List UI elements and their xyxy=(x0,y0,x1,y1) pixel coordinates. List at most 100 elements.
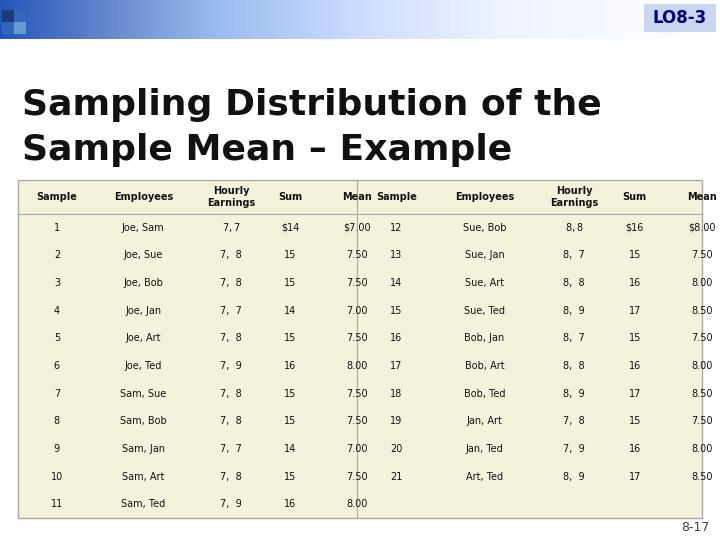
Bar xyxy=(43,0,46,39)
Text: 8.00: 8.00 xyxy=(346,499,367,509)
Bar xyxy=(322,0,325,39)
Bar xyxy=(218,0,221,39)
Text: $8, $8: $8, $8 xyxy=(565,221,583,234)
Bar xyxy=(194,0,197,39)
Bar xyxy=(48,0,51,39)
Bar xyxy=(394,0,397,39)
Text: Sample: Sample xyxy=(37,192,77,202)
Bar xyxy=(662,0,665,39)
Bar xyxy=(67,0,70,39)
Text: 21: 21 xyxy=(390,471,402,482)
Bar xyxy=(122,0,125,39)
Bar xyxy=(189,0,192,39)
Text: 7,  8: 7, 8 xyxy=(220,471,242,482)
Bar xyxy=(686,0,689,39)
Text: Joe, Art: Joe, Art xyxy=(125,333,161,343)
Bar xyxy=(286,0,289,39)
Text: 8.00: 8.00 xyxy=(691,278,713,288)
Text: Jan, Art: Jan, Art xyxy=(467,416,503,426)
Bar xyxy=(225,0,228,39)
Bar xyxy=(240,0,243,39)
Text: 7,  8: 7, 8 xyxy=(220,251,242,260)
Bar xyxy=(660,0,663,39)
Bar xyxy=(598,0,600,39)
Bar xyxy=(53,0,55,39)
Text: 16: 16 xyxy=(284,499,297,509)
Text: Sue, Art: Sue, Art xyxy=(465,278,504,288)
Bar xyxy=(216,0,219,39)
Bar xyxy=(312,0,315,39)
Text: 7.50: 7.50 xyxy=(346,278,367,288)
Bar xyxy=(377,0,379,39)
Bar xyxy=(387,0,390,39)
Bar xyxy=(266,0,269,39)
Text: Bob, Art: Bob, Art xyxy=(464,361,504,371)
Text: Sample: Sample xyxy=(376,192,417,202)
Text: 7.50: 7.50 xyxy=(346,251,367,260)
Bar xyxy=(55,0,58,39)
Bar xyxy=(7,0,10,39)
Bar xyxy=(391,0,394,39)
Text: 12: 12 xyxy=(390,223,402,233)
Bar xyxy=(307,0,310,39)
Bar xyxy=(117,0,120,39)
Bar xyxy=(338,0,341,39)
Bar xyxy=(475,0,478,39)
Text: 7.50: 7.50 xyxy=(691,251,713,260)
Bar xyxy=(696,0,699,39)
Text: Joe, Bob: Joe, Bob xyxy=(123,278,163,288)
Bar xyxy=(425,0,428,39)
Bar xyxy=(358,0,361,39)
Text: Sam, Jan: Sam, Jan xyxy=(122,444,165,454)
Text: $8.00: $8.00 xyxy=(688,223,716,233)
Bar xyxy=(130,0,132,39)
Bar xyxy=(454,0,456,39)
Bar xyxy=(367,0,370,39)
Bar xyxy=(600,0,603,39)
Bar xyxy=(617,0,620,39)
Text: $7.00: $7.00 xyxy=(343,223,370,233)
Bar xyxy=(477,0,480,39)
Bar xyxy=(245,0,248,39)
Bar xyxy=(120,0,123,39)
Bar xyxy=(516,0,519,39)
Bar xyxy=(199,0,202,39)
Bar xyxy=(418,0,420,39)
Bar xyxy=(156,0,159,39)
Bar xyxy=(144,0,147,39)
Bar xyxy=(346,0,348,39)
Bar xyxy=(518,0,521,39)
Bar xyxy=(644,4,716,32)
Bar xyxy=(559,0,562,39)
Bar xyxy=(209,0,212,39)
Bar xyxy=(72,0,75,39)
Text: Sue, Jan: Sue, Jan xyxy=(464,251,504,260)
Bar xyxy=(290,0,293,39)
Text: 7.50: 7.50 xyxy=(691,333,713,343)
Bar xyxy=(36,0,39,39)
Bar xyxy=(204,0,207,39)
Bar xyxy=(31,0,34,39)
Bar xyxy=(444,0,447,39)
Text: 7.50: 7.50 xyxy=(346,389,367,399)
Text: 7.50: 7.50 xyxy=(346,333,367,343)
Bar xyxy=(331,0,334,39)
Bar xyxy=(466,0,469,39)
Text: Joe, Ted: Joe, Ted xyxy=(125,361,162,371)
Bar xyxy=(264,0,267,39)
Bar xyxy=(485,0,487,39)
Text: 14: 14 xyxy=(284,444,297,454)
Text: 15: 15 xyxy=(284,416,297,426)
Bar xyxy=(74,0,77,39)
Bar xyxy=(689,0,692,39)
Bar xyxy=(528,0,531,39)
Bar xyxy=(571,0,574,39)
Bar xyxy=(60,0,63,39)
Bar xyxy=(379,0,382,39)
Bar xyxy=(487,0,490,39)
Bar xyxy=(655,0,658,39)
Bar xyxy=(531,0,534,39)
Text: 2: 2 xyxy=(54,251,60,260)
Bar xyxy=(113,0,116,39)
Text: 7.50: 7.50 xyxy=(691,416,713,426)
